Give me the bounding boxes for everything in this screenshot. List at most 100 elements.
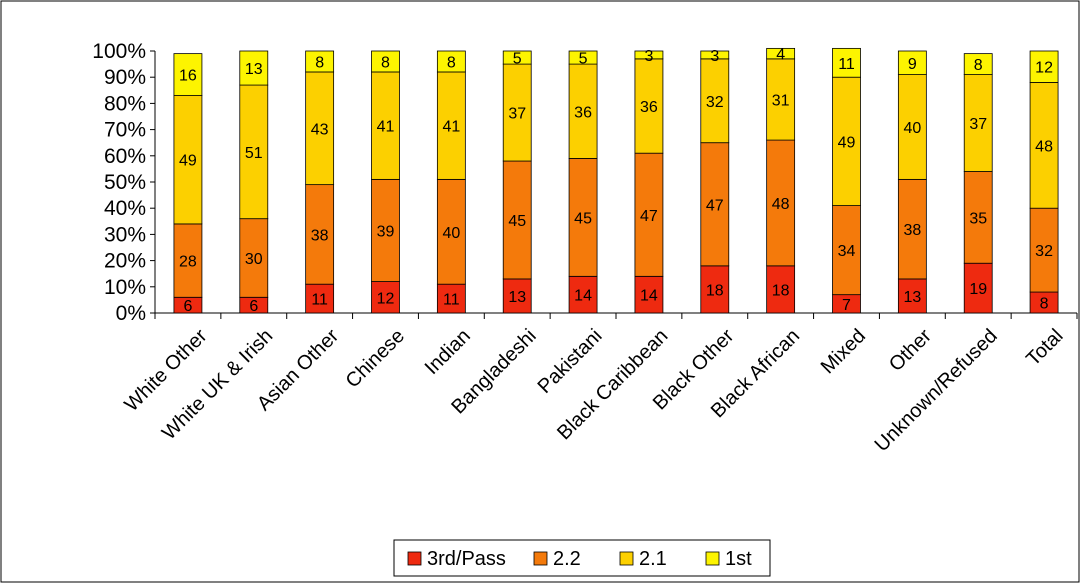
data-label-2-1: 37 [508, 106, 526, 123]
bar-2-2-asian-other [305, 184, 335, 285]
bar-1st-chinese [371, 50, 400, 73]
data-label-2-1: 40 [903, 120, 921, 137]
legend-label-2-1: 2.1 [639, 548, 667, 570]
data-label-2-1: 49 [838, 134, 856, 151]
data-label-3rd-pass: 11 [443, 292, 460, 309]
data-label-1st: 11 [838, 56, 855, 73]
bar-2-1-other [897, 74, 927, 180]
data-label-3rd-pass: 13 [508, 289, 526, 306]
legend: 3rd/Pass 2.2 2.1 1st [393, 539, 771, 577]
data-label-3rd-pass: 14 [574, 288, 592, 305]
data-label-1st: 5 [579, 51, 588, 68]
data-label-2-1: 36 [640, 99, 658, 116]
bar-3rd-pass-black-caribbean [634, 275, 664, 314]
data-label-1st: 8 [315, 54, 324, 71]
bar-2-2-chinese [371, 178, 400, 282]
bar-1st-mixed [832, 47, 861, 78]
data-label-2-1: 36 [574, 104, 592, 121]
bar-1st-black-african [766, 47, 796, 60]
bar-2-1-pakistani [568, 63, 598, 159]
y-tick-label: 10% [104, 276, 146, 299]
bar-1st-unknown-refused [963, 53, 993, 75]
bar-2-2-white-other [173, 223, 203, 298]
bar-2-2-mixed [832, 205, 861, 296]
data-label-3rd-pass: 13 [903, 289, 921, 306]
bar-2-1-black-other [700, 58, 730, 144]
data-label-2-2: 34 [838, 243, 856, 260]
bar-1st-bangladeshi [502, 50, 532, 65]
y-tick-label: 70% [104, 119, 146, 142]
bar-2-1-black-african [766, 58, 796, 141]
legend-label-3rd-pass: 3rd/Pass [427, 548, 506, 570]
data-label-2-2: 32 [1035, 243, 1053, 260]
bar-1st-other [897, 50, 927, 75]
bar-1st-white-uk-irish [239, 50, 269, 86]
y-tick-label: 60% [104, 145, 146, 168]
bar-1st-black-other [700, 50, 730, 60]
bar-2-1-white-uk-irish [239, 84, 269, 220]
legend-label-2-2: 2.2 [553, 548, 581, 570]
y-tick-label: 100% [92, 40, 146, 63]
data-label-3rd-pass: 8 [1040, 296, 1049, 313]
data-label-3rd-pass: 18 [706, 282, 724, 299]
data-label-3rd-pass: 6 [249, 298, 258, 315]
bar-3rd-pass-indian [436, 283, 466, 314]
data-label-2-2: 28 [179, 254, 197, 271]
legend-swatch-1st [705, 551, 720, 566]
bar-2-2-indian [436, 178, 466, 285]
legend-swatch-2-2 [533, 551, 548, 566]
y-tick-label: 0% [116, 302, 146, 325]
data-label-2-2: 38 [903, 222, 921, 239]
bar-1st-total [1029, 50, 1059, 83]
data-label-2-1: 43 [311, 121, 329, 138]
data-label-2-1: 51 [245, 145, 263, 162]
y-tick-label: 30% [104, 223, 146, 246]
data-label-3rd-pass: 14 [640, 288, 658, 305]
bar-2-2-bangladeshi [502, 160, 532, 280]
data-label-1st: 8 [974, 57, 983, 74]
data-label-1st: 8 [447, 54, 456, 71]
bar-3rd-pass-chinese [371, 281, 400, 314]
bar-2-2-black-other [700, 142, 730, 267]
data-label-1st: 4 [776, 47, 785, 64]
bar-2-1-total [1029, 82, 1059, 209]
data-label-1st: 12 [1035, 60, 1053, 77]
bar-2-2-total [1029, 207, 1059, 293]
bar-2-1-asian-other [305, 71, 335, 186]
data-label-2-1: 41 [377, 119, 395, 136]
y-tick-label: 20% [104, 250, 146, 273]
y-tick-label: 40% [104, 197, 146, 220]
data-label-1st: 3 [644, 48, 653, 65]
data-label-1st: 8 [381, 54, 390, 71]
y-tick-label: 90% [104, 66, 146, 89]
data-labels: 6284916630511311384381239418114041813453… [179, 47, 1053, 316]
bar-2-1-black-caribbean [634, 58, 664, 154]
bar-2-1-bangladeshi [502, 63, 532, 162]
data-label-2-2: 45 [574, 210, 592, 227]
data-label-3rd-pass: 19 [969, 281, 987, 298]
bar-1st-asian-other [305, 50, 335, 73]
data-label-2-2: 40 [442, 225, 460, 242]
data-label-2-1: 48 [1035, 138, 1053, 155]
bar-1st-white-other [173, 53, 203, 96]
data-label-2-1: 37 [969, 116, 987, 133]
y-tick-label: 80% [104, 92, 146, 115]
data-label-2-2: 30 [245, 251, 263, 268]
bar-1st-indian [436, 50, 466, 73]
y-tick-label: 50% [104, 171, 146, 194]
bar-2-2-black-caribbean [634, 152, 664, 277]
data-label-1st: 9 [908, 56, 917, 73]
data-label-2-2: 47 [640, 208, 658, 225]
legend-swatch-2-1 [619, 551, 634, 566]
data-label-2-2: 38 [311, 227, 329, 244]
data-label-2-2: 48 [772, 196, 790, 213]
bar-3rd-pass-black-other [700, 265, 730, 314]
bars [173, 47, 1059, 314]
bar-3rd-pass-black-african [766, 265, 796, 314]
data-label-2-1: 49 [179, 153, 197, 170]
data-label-1st: 13 [245, 61, 263, 78]
data-label-1st: 16 [179, 68, 197, 85]
data-label-3rd-pass: 11 [311, 292, 328, 309]
